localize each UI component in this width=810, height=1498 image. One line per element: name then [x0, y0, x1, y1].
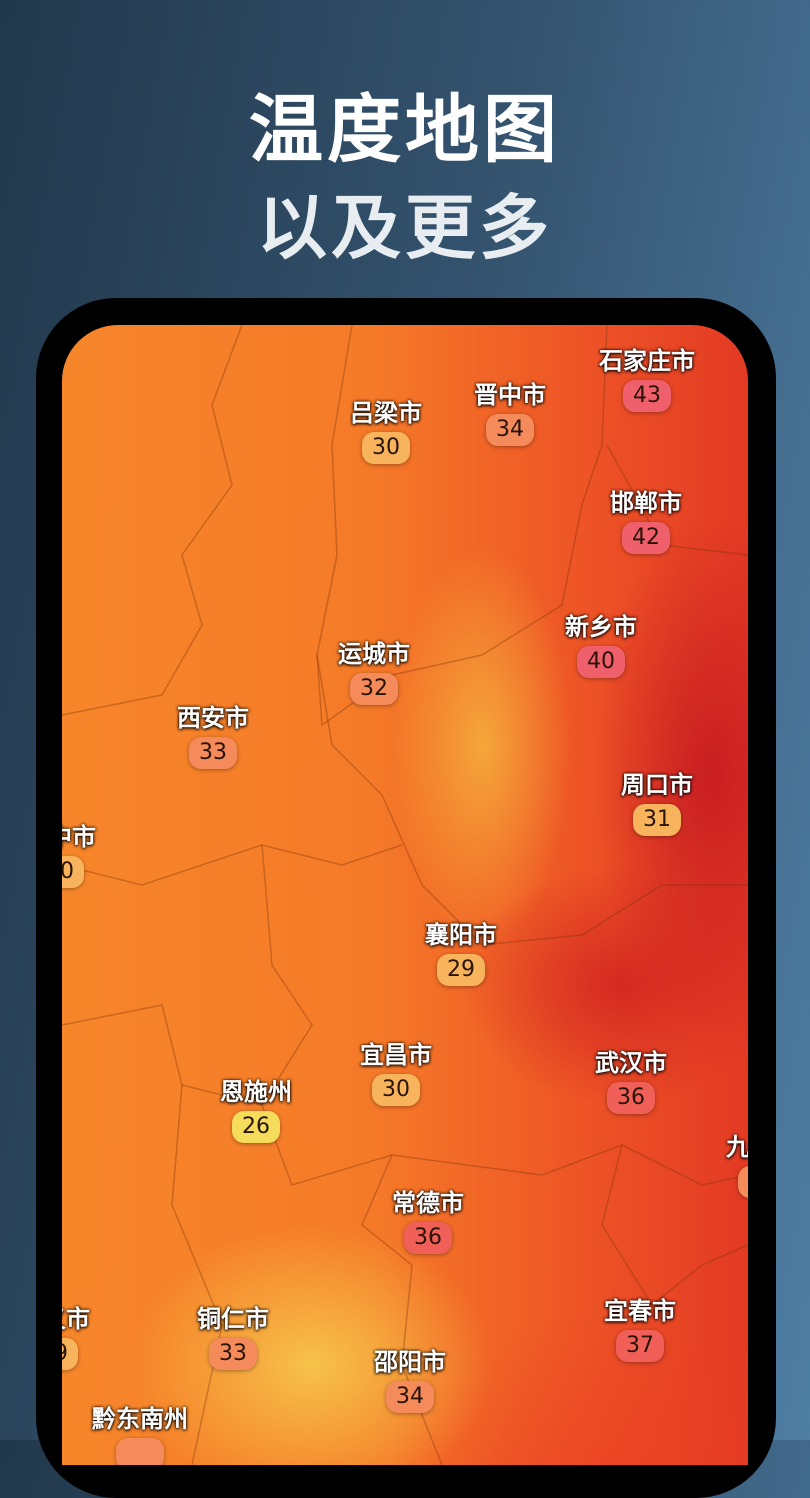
city-name: 九江市: [726, 1133, 748, 1161]
city-name: 邵阳市: [374, 1348, 446, 1376]
temperature-badge: 29: [62, 1338, 78, 1370]
city-marker[interactable]: 西安市 33: [177, 698, 249, 769]
city-marker[interactable]: 黔东南州: [92, 1399, 188, 1465]
temperature-badge: 26: [232, 1111, 280, 1143]
temperature-badge: 33: [209, 1338, 257, 1370]
city-marker[interactable]: 邯郸市 42: [610, 483, 682, 554]
temperature-map[interactable]: 石家庄市 43 晋中市 34 吕梁市 30 邯郸市 42 新乡市 40 运城市 32 西安市 33 周口市 3…: [62, 325, 748, 1465]
temperature-badge: 32: [350, 673, 398, 705]
city-marker[interactable]: 武汉市 36: [595, 1043, 667, 1114]
city-marker[interactable]: 九江市: [726, 1127, 748, 1202]
city-name: 铜仁市: [197, 1305, 269, 1333]
city-marker[interactable]: 铜仁市 33: [197, 1299, 269, 1370]
temperature-badge: 29: [437, 954, 485, 986]
city-marker[interactable]: 常德市 36: [392, 1183, 464, 1254]
temperature-badge: 43: [623, 380, 671, 412]
city-marker[interactable]: 石家庄市 43: [599, 341, 695, 412]
temperature-badge: 33: [189, 737, 237, 769]
temperature-badge: 34: [486, 414, 534, 446]
city-marker[interactable]: 襄阳市 29: [425, 915, 497, 986]
city-marker[interactable]: 宜春市 37: [604, 1291, 676, 1362]
city-name: 汉中市: [62, 823, 96, 851]
temperature-badge: 30: [362, 432, 410, 464]
city-name: 常德市: [392, 1189, 464, 1217]
city-marker[interactable]: 周口市 31: [621, 765, 693, 836]
city-name: 石家庄市: [599, 347, 695, 375]
temperature-badge: 30: [372, 1074, 420, 1106]
city-name: 新乡市: [565, 613, 637, 641]
city-name: 武汉市: [595, 1049, 667, 1077]
city-marker[interactable]: 邵阳市 34: [374, 1342, 446, 1413]
city-marker[interactable]: 新乡市 40: [565, 607, 637, 678]
city-name: 晋中市: [474, 381, 546, 409]
city-name: 邯郸市: [610, 489, 682, 517]
city-marker[interactable]: 遵义市 29: [62, 1299, 90, 1370]
temperature-badge: 34: [386, 1381, 434, 1413]
temperature-badge: 42: [622, 522, 670, 554]
temperature-badge: 37: [616, 1330, 664, 1362]
city-marker[interactable]: 汉中市 30: [62, 817, 96, 888]
city-name: 运城市: [338, 640, 410, 668]
city-name: 宜昌市: [360, 1041, 432, 1069]
headline-subtitle: 以及更多: [257, 187, 553, 269]
city-marker[interactable]: 晋中市 34: [474, 375, 546, 446]
temperature-badge: 36: [404, 1222, 452, 1254]
city-marker[interactable]: 宜昌市 30: [360, 1035, 432, 1106]
city-name: 恩施州: [220, 1078, 292, 1106]
city-name: 西安市: [177, 704, 249, 732]
city-name: 周口市: [621, 771, 693, 799]
city-name: 黔东南州: [92, 1405, 188, 1433]
city-name: 吕梁市: [350, 399, 422, 427]
temperature-badge: [116, 1438, 164, 1465]
temperature-badge: [738, 1166, 748, 1198]
headline-title: 温度地图: [249, 87, 561, 173]
city-marker[interactable]: 运城市 32: [338, 634, 410, 705]
temperature-badge: 30: [62, 856, 84, 888]
temperature-badge: 31: [633, 804, 681, 836]
city-name: 遵义市: [62, 1305, 90, 1333]
city-name: 宜春市: [604, 1297, 676, 1325]
temperature-badge: 40: [577, 646, 625, 678]
city-marker[interactable]: 吕梁市 30: [350, 393, 422, 464]
temperature-badge: 36: [607, 1082, 655, 1114]
city-name: 襄阳市: [425, 921, 497, 949]
city-marker[interactable]: 恩施州 26: [220, 1072, 292, 1143]
